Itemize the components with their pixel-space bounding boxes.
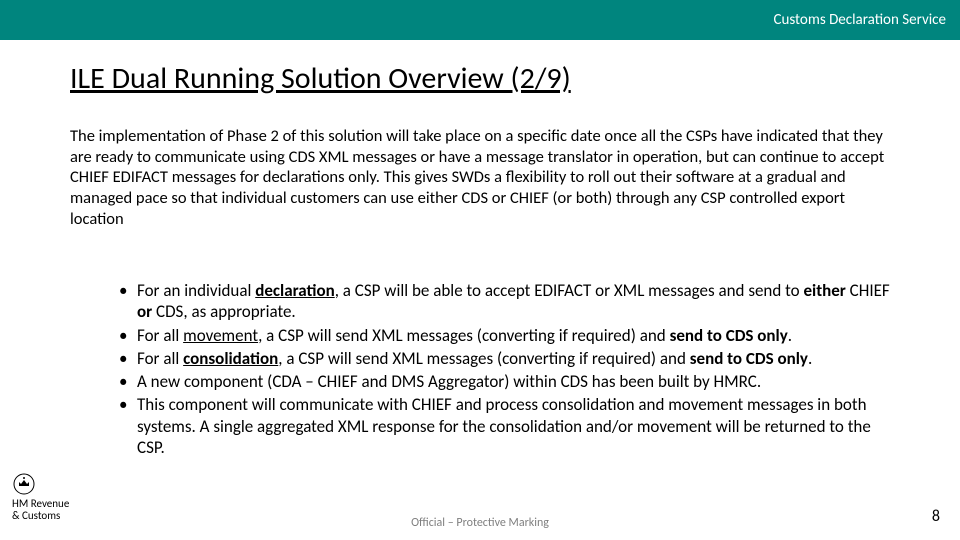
list-item: For an individual declaration, a CSP wil… (115, 280, 900, 323)
header-title: Customs Declaration Service (773, 11, 946, 29)
list-item: This component will communicate with CHI… (115, 394, 900, 458)
dept-branding: HM Revenue & Customs (12, 472, 69, 522)
page-number: 8 (932, 507, 940, 526)
list-item: For all consolidation, a CSP will send X… (115, 348, 900, 369)
crown-icon (12, 472, 36, 496)
intro-paragraph: The implementation of Phase 2 of this so… (70, 126, 900, 229)
header-bar: Customs Declaration Service (0, 0, 960, 40)
list-item: A new component (CDA – CHIEF and DMS Agg… (115, 371, 900, 392)
bullet-list: For an individual declaration, a CSP wil… (115, 280, 900, 460)
slide: Customs Declaration Service ILE Dual Run… (0, 0, 960, 540)
list-item: For all movement, a CSP will send XML me… (115, 325, 900, 346)
protective-marking: Official – Protective Marking (0, 516, 960, 530)
page-title: ILE Dual Running Solution Overview (2/9) (70, 60, 571, 97)
